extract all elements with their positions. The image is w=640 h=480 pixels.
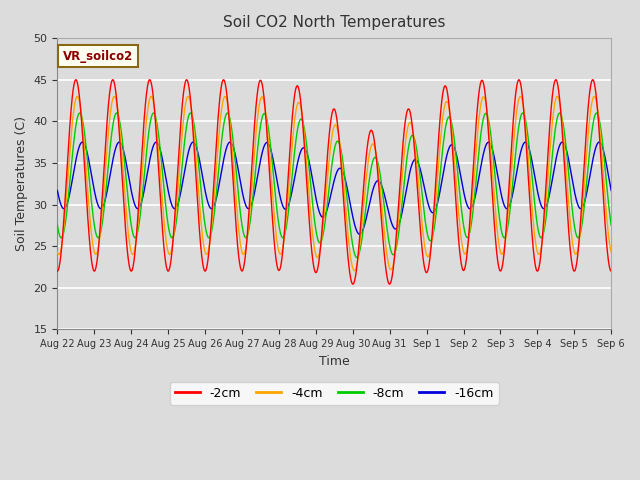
- Y-axis label: Soil Temperatures (C): Soil Temperatures (C): [15, 116, 28, 251]
- Title: Soil CO2 North Temperatures: Soil CO2 North Temperatures: [223, 15, 445, 30]
- X-axis label: Time: Time: [319, 355, 349, 368]
- Legend: -2cm, -4cm, -8cm, -16cm: -2cm, -4cm, -8cm, -16cm: [170, 382, 499, 405]
- Text: VR_soilco2: VR_soilco2: [63, 50, 133, 63]
